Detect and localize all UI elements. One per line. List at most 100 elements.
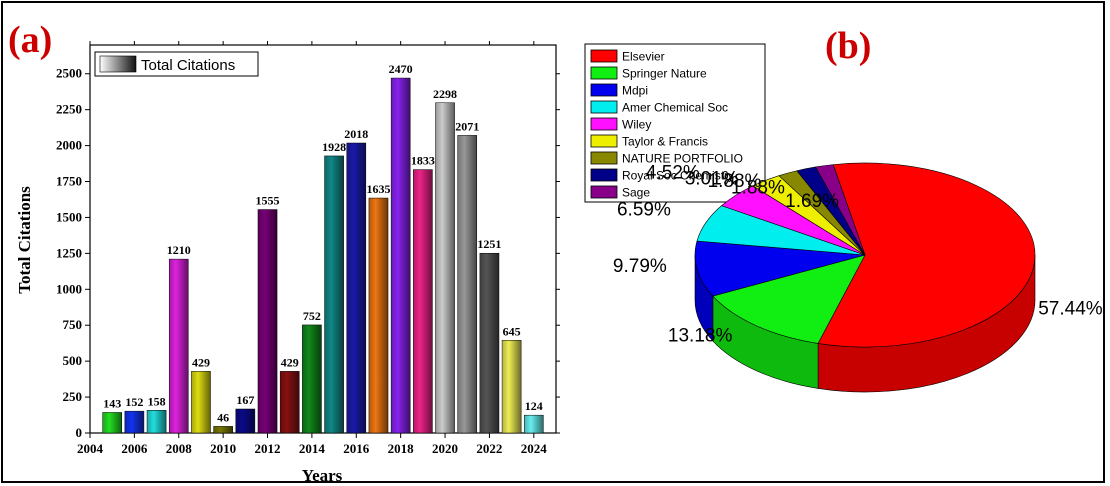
- pie-slice-label: 13.18%: [668, 325, 733, 346]
- bar: [213, 426, 233, 434]
- bar-value-label: 429: [192, 355, 210, 369]
- x-tick-label: 2010: [210, 441, 236, 456]
- bar-value-label: 2298: [433, 87, 457, 101]
- pie-legend-swatch: [590, 151, 618, 165]
- pie-legend-label: Springer Nature: [622, 67, 707, 81]
- pie-legend-swatch: [590, 168, 618, 182]
- bar: [324, 155, 344, 434]
- pie-legend-swatch: [590, 100, 618, 114]
- y-tick-label: 750: [63, 317, 83, 332]
- bar-chart: 0 250 500 750 1000 1250 1500 1750 2000 2250 2500 2…: [15, 41, 560, 485]
- y-tick-label: 1000: [56, 281, 82, 296]
- y-tick-label: 0: [76, 425, 83, 440]
- plot-area: [89, 44, 557, 434]
- x-tick-label: 2004: [77, 441, 104, 456]
- bar-value-label: 1635: [366, 182, 390, 196]
- legend-swatch: [99, 55, 137, 73]
- pie-slice-label: 57.44%: [1038, 298, 1103, 319]
- pie-chart: [694, 162, 1036, 393]
- bar: [390, 77, 411, 434]
- bar-value-label: 1928: [322, 140, 346, 154]
- pie-slice-label: 9.79%: [613, 256, 667, 277]
- pie-legend-swatch: [590, 66, 618, 80]
- bar: [124, 410, 145, 434]
- bar: [302, 324, 322, 434]
- pie-slice-label: 1.69%: [785, 191, 839, 212]
- x-tick-label: 2006: [121, 441, 148, 456]
- y-tick-label: 2000: [56, 138, 82, 153]
- bar: [235, 408, 256, 434]
- x-axis: 2004 2006 2008 2010 2012 2014 2016 2018 2020 2022…: [77, 41, 547, 456]
- bar-value-label: 158: [148, 394, 166, 408]
- y-tick-label: 250: [63, 389, 83, 404]
- pie-legend-label: Wiley: [622, 118, 651, 132]
- panel-label-b: (b): [825, 25, 871, 67]
- pie-slice-label: 1.88%: [708, 171, 762, 192]
- pie-legend-swatch: [590, 83, 618, 97]
- bar-value-label: 752: [303, 309, 321, 323]
- bar-legend: Total Citations: [94, 51, 259, 77]
- bar-value-label: 2470: [389, 62, 413, 76]
- bar: [435, 102, 455, 434]
- bar: [479, 252, 500, 434]
- x-tick-label: 2020: [432, 441, 458, 456]
- pie-slice-label: 4.52%: [646, 162, 700, 183]
- pie-legend-label: Mdpi: [622, 84, 648, 98]
- bar-value-label: 645: [503, 324, 521, 338]
- y-tick-label: 1250: [56, 245, 82, 260]
- pie-legend-swatch: [590, 134, 618, 148]
- pie-slice: [817, 162, 1036, 348]
- bar-value-label: 152: [125, 395, 143, 409]
- x-tick-label: 2024: [521, 441, 548, 456]
- y-tick-label: 2250: [56, 102, 82, 117]
- pie-legend-label: Taylor & Francis: [622, 135, 708, 149]
- pie-legend-label: Amer Chemical Soc: [622, 101, 728, 115]
- bar: [279, 371, 300, 434]
- pie-slice: [815, 164, 866, 256]
- pie-legend-swatch: [590, 117, 618, 131]
- bar: [168, 258, 189, 434]
- pie-legend-label: Sage: [622, 186, 650, 200]
- bar: [146, 410, 167, 434]
- legend-label: Total Citations: [141, 57, 235, 74]
- pie-slice-label: 1.88%: [731, 178, 785, 199]
- bar: [413, 169, 433, 434]
- bar: [368, 197, 389, 434]
- bar-value-label: 1555: [256, 194, 280, 208]
- pie-slice-label: 3.01%: [685, 168, 739, 189]
- bar-value-label: 1210: [167, 243, 191, 257]
- bar: [346, 142, 367, 434]
- x-tick-label: 2016: [343, 441, 370, 456]
- y-tick-label: 1500: [56, 209, 82, 224]
- x-tick-label: 2014: [299, 441, 326, 456]
- pie-legend: Elsevier Springer Nature Mdpi Amer Chemical…: [584, 43, 766, 203]
- x-axis-title: Years: [302, 466, 343, 485]
- bar: [191, 371, 211, 434]
- pie-slice: [712, 254, 866, 344]
- bar: [524, 414, 544, 434]
- y-axis-title: Total Citations: [15, 186, 34, 294]
- y-tick-label: 1750: [56, 174, 82, 189]
- y-tick-label: 500: [63, 353, 83, 368]
- bar-value-label: 167: [236, 393, 254, 407]
- x-tick-label: 2018: [388, 441, 415, 456]
- bar-value-label: 1833: [411, 154, 435, 168]
- bar: [501, 340, 522, 434]
- pie-legend-swatch: [590, 185, 618, 199]
- bar-value-label: 124: [525, 399, 543, 413]
- bar: [102, 412, 122, 434]
- bar: [457, 135, 478, 434]
- bar-value-label: 429: [281, 355, 299, 369]
- y-tick-label: 2500: [56, 66, 82, 81]
- pie-legend-label: Royal Soc Chemistry: [622, 169, 734, 183]
- pie-legend-label: Elsevier: [622, 50, 665, 64]
- pie-slice-label: 6.59%: [617, 200, 671, 221]
- bar-value-label: 143: [103, 396, 121, 410]
- x-tick-label: 2008: [166, 441, 193, 456]
- bar-value-label: 2018: [344, 127, 368, 141]
- bar: [257, 209, 278, 434]
- y-axis: 0 250 500 750 1000 1250 1500 1750 2000 2250 2500: [56, 66, 560, 440]
- pie-slice: [694, 240, 866, 297]
